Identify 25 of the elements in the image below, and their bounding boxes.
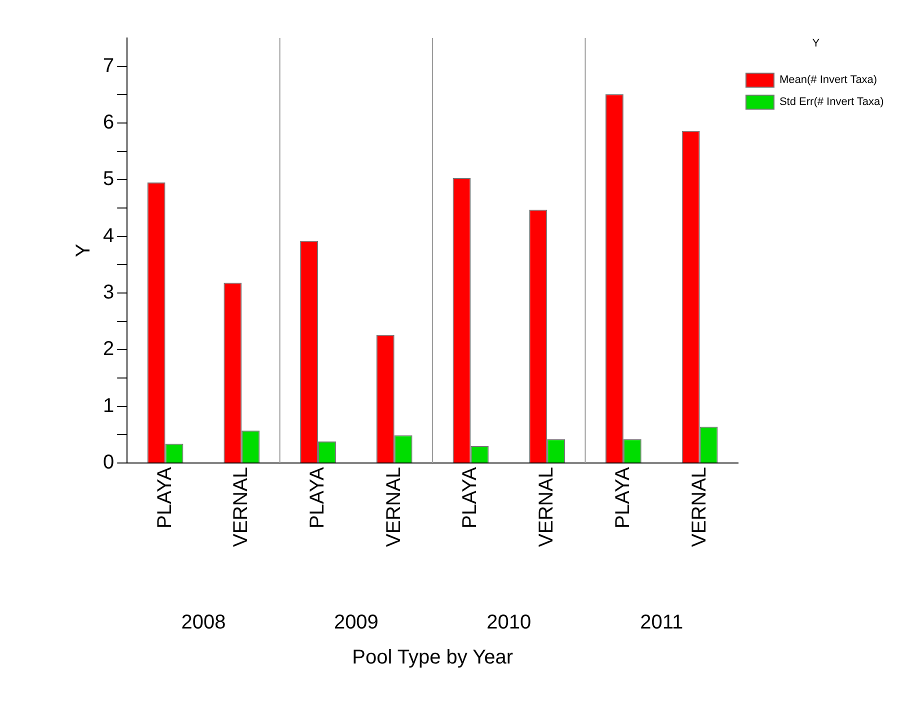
x-tick-label: PLAYA — [154, 466, 176, 528]
y-tick-label: 4 — [103, 224, 114, 247]
legend-label: Std Err(# Invert Taxa) — [779, 96, 884, 108]
legend-title: Y — [812, 38, 820, 50]
y-tick-label: 5 — [103, 168, 114, 190]
x-tick-label: VERNAL — [688, 466, 710, 547]
x-tick-label: PLAYA — [459, 466, 482, 528]
y-tick-label: 0 — [103, 451, 114, 474]
x-tick-label: VERNAL — [536, 466, 558, 547]
x-tick-label: VERNAL — [230, 466, 252, 547]
y-tick-label: 6 — [103, 112, 114, 134]
x-axis-title: Pool Type by Year — [352, 646, 514, 669]
text: 2008 — [181, 611, 226, 634]
x-tick-label: VERNAL — [382, 466, 405, 547]
x-tick-label: PLAYA — [612, 466, 634, 528]
y-tick-label: 7 — [103, 54, 114, 77]
y-tick-label: 2 — [103, 338, 114, 360]
text: 2011 — [640, 611, 684, 634]
y-tick-label: 1 — [103, 394, 114, 417]
x-tick-label: PLAYA — [306, 466, 329, 528]
text: 2009 — [334, 611, 378, 634]
y-tick-label: 3 — [103, 282, 114, 304]
legend-label: Mean(# Invert Taxa) — [779, 74, 878, 86]
y-axis-title: Y — [72, 244, 95, 258]
text: 2010 — [486, 611, 532, 634]
